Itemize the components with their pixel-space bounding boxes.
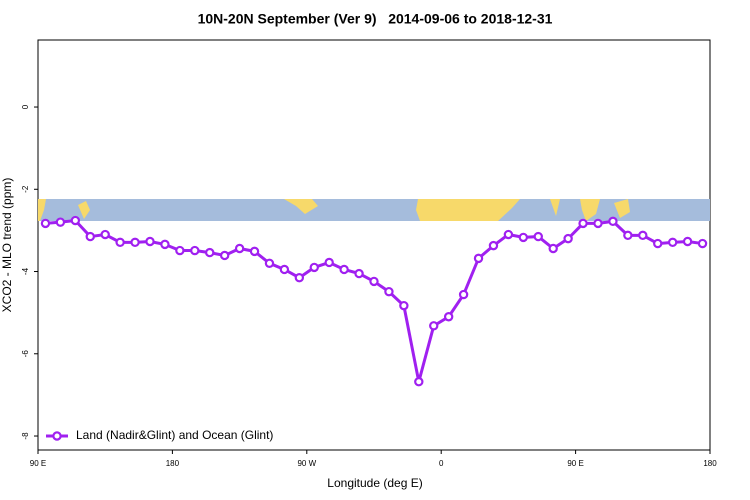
data-point [682, 236, 693, 247]
data-point [115, 237, 125, 248]
data-point [190, 245, 200, 256]
data-point [339, 264, 349, 275]
series-line [45, 218, 703, 383]
legend-label: Land (Nadir&Glint) and Ocean (Glint) [76, 428, 273, 442]
data-point [593, 218, 603, 229]
data-point [309, 262, 319, 273]
chart-title: 10N-20N September (Ver 9) 2014-09-06 to … [198, 11, 553, 27]
x-axis-label: Longitude (deg E) [327, 476, 422, 490]
data-point [100, 229, 110, 240]
data-point [70, 215, 81, 226]
plot-frame [37, 39, 711, 451]
data-point [264, 258, 275, 268]
data-point [279, 264, 290, 275]
data-point [443, 312, 454, 322]
data-point [697, 238, 708, 249]
data-point [623, 230, 633, 241]
data-point [473, 253, 484, 264]
data-point [638, 230, 648, 241]
x-tick-label: 90 E [567, 459, 583, 468]
y-tick-label: -8 [21, 432, 30, 440]
data-point [55, 217, 66, 227]
data-point [145, 236, 155, 247]
data-point [458, 289, 469, 300]
data-point [548, 243, 558, 254]
data-point [294, 272, 305, 283]
data-point [608, 216, 618, 227]
data-point [563, 233, 573, 244]
data-point [85, 231, 95, 242]
y-tick-label: -2 [21, 185, 30, 193]
x-tick-label: 180 [703, 459, 717, 468]
data-point [653, 238, 663, 249]
legend-marker [52, 431, 62, 441]
y-tick-label: -6 [21, 350, 30, 358]
data-point [578, 218, 588, 229]
x-tick-label: 0 [439, 459, 444, 468]
data-point [414, 377, 424, 387]
data-point [324, 257, 334, 268]
data-point [234, 243, 245, 254]
x-tick-label: 90 W [297, 459, 316, 468]
data-point [667, 237, 678, 248]
y-axis-label: XCO2 - MLO trend (ppm) [0, 178, 14, 313]
x-tick-label: 90 E [30, 459, 46, 468]
data-point [354, 268, 364, 279]
y-tick-label: -4 [21, 267, 30, 275]
x-tick-label: 180 [166, 459, 180, 468]
data-point [175, 245, 185, 256]
data-point [249, 246, 260, 257]
data-point [40, 218, 51, 229]
data-point [518, 232, 529, 243]
data-point [384, 286, 394, 297]
data-point [369, 276, 379, 287]
data-point [160, 239, 170, 250]
y-tick-label: 0 [21, 104, 30, 109]
data-point [429, 321, 439, 331]
data-point [488, 240, 499, 251]
data-point [219, 250, 230, 261]
map-band [38, 199, 710, 221]
data-point [503, 229, 514, 240]
data-point [399, 300, 409, 311]
data-point [130, 237, 140, 248]
data-point [533, 231, 543, 242]
data-point [205, 247, 215, 258]
